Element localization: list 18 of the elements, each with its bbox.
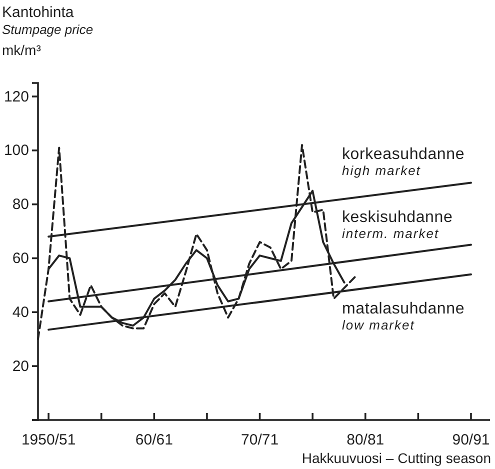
y-tick-label: 60 (12, 250, 29, 268)
x-tick-label: 60/61 (135, 432, 173, 449)
x-tick-label: 80/81 (346, 432, 384, 449)
y-tick-label: 40 (12, 304, 29, 321)
chart-title: Kantohinta (2, 4, 74, 21)
chart-subtitle: Stumpage price (2, 22, 94, 37)
y-tick-label: 100 (4, 142, 29, 160)
x-tick-label: 1950/51 (21, 432, 76, 449)
y-tick-label: 20 (12, 358, 29, 375)
series-label: matalasuhdanne low market (342, 300, 465, 332)
y-tick-label: 80 (12, 196, 29, 214)
x-tick-label: 70/71 (241, 432, 279, 449)
x-tick-label: 90/91 (452, 432, 490, 449)
x-axis-title: Hakkuuvuosi – Cutting season (302, 450, 491, 466)
y-tick-label: 120 (4, 88, 29, 106)
series-label: korkeasuhdanne high market (342, 146, 465, 178)
y-axis-title: mk/m³ (2, 42, 42, 58)
series-label: keskisuhdanne interm. market (342, 209, 453, 242)
